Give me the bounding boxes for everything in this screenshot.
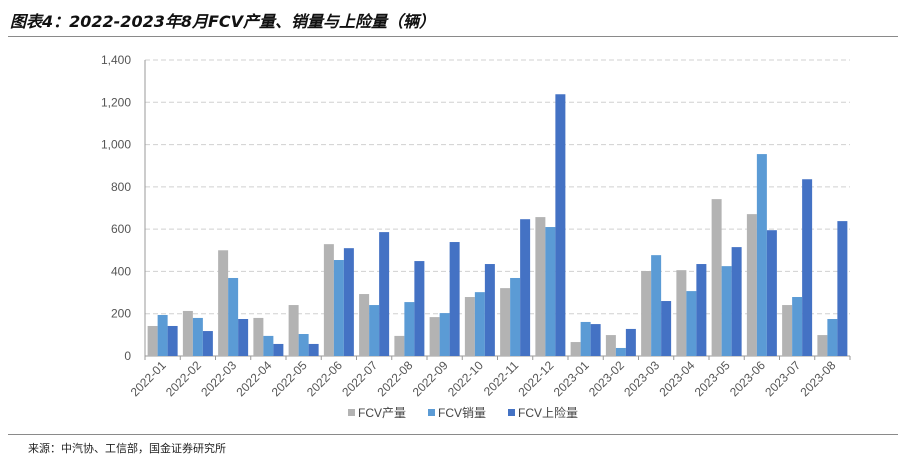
x-tick-label: 2022-08 [374,358,415,399]
bar-FCV产量-2022-06 [323,244,334,356]
x-tick-label: 2022-02 [163,358,204,399]
x-tick-label: 2022-04 [233,358,274,399]
bar-FCV销量-2023-03 [651,255,662,356]
bar-FCV产量-2023-02 [605,335,616,356]
bar-FCV上险量-2023-04 [696,264,707,356]
title-divider [8,36,898,37]
x-tick-label: 2022-06 [304,358,345,399]
x-tick-label: 2022-01 [128,358,169,399]
bar-FCV上险量-2022-11 [520,219,531,356]
bar-FCV销量-2022-04 [263,335,274,356]
x-tick-label: 2023-01 [551,358,592,399]
bar-FCV上险量-2023-05 [731,247,742,356]
bar-FCV销量-2022-03 [228,277,239,356]
bar-FCV上险量-2022-07 [379,232,390,356]
bar-FCV上险量-2023-07 [802,179,813,356]
bar-FCV产量-2022-04 [253,317,264,356]
bar-FCV销量-2022-02 [192,317,203,356]
bar-FCV上险量-2022-12 [555,94,566,356]
bar-FCV销量-2022-06 [333,260,344,356]
bar-FCV产量-2023-08 [817,335,828,356]
x-tick-label: 2022-09 [410,358,451,399]
bar-FCV产量-2022-02 [182,310,193,356]
x-tick-label: 2023-08 [797,358,838,399]
x-tick-label: 2022-10 [445,358,486,399]
bar-FCV产量-2022-09 [429,317,440,356]
y-tick-label: 400 [111,264,131,278]
legend-label: FCV销量 [438,406,486,420]
bar-FCV上险量-2022-02 [202,331,213,356]
bar-FCV产量-2022-05 [288,305,299,356]
legend-swatch [348,409,355,416]
bar-FCV产量-2022-08 [394,335,405,356]
legend-swatch [428,409,435,416]
bar-FCV销量-2023-02 [615,347,626,356]
bar-FCV上险量-2022-08 [414,261,425,356]
bar-FCV销量-2022-12 [545,227,556,356]
chart-title: 图表4：2022-2023年8月FCV产量、销量与上险量（辆） [10,12,436,31]
source-note: 来源：中汽协、工信部，国金证券研究所 [28,442,226,455]
x-tick-label: 2022-07 [339,358,380,399]
bar-FCV上险量-2023-08 [837,221,848,356]
y-tick-label: 1,000 [101,138,131,152]
y-tick-label: 800 [111,180,131,194]
bar-FCV销量-2022-10 [474,292,485,356]
source-divider [8,434,898,435]
bar-FCV销量-2022-11 [510,277,521,356]
bar-FCV销量-2023-05 [721,266,732,356]
y-tick-label: 1,200 [101,95,131,109]
bar-FCV产量-2022-11 [500,288,511,356]
bar-FCV产量-2023-05 [711,199,722,356]
legend-label: FCV产量 [358,406,406,420]
bar-FCV上险量-2023-01 [590,324,601,356]
bar-FCV销量-2022-07 [369,305,380,356]
bar-FCV上险量-2022-06 [343,248,354,356]
bar-FCV产量-2023-07 [782,305,793,356]
bar-FCV上险量-2022-04 [273,343,284,356]
legend-label: FCV上险量 [518,405,578,420]
bar-FCV产量-2022-10 [464,297,475,356]
bar-FCV上险量-2023-02 [625,328,636,356]
bar-FCV销量-2023-06 [756,154,767,356]
y-tick-label: 0 [124,349,131,363]
y-tick-label: 600 [111,222,131,236]
bar-FCV销量-2023-07 [792,297,803,356]
x-tick-label: 2023-02 [586,358,627,399]
bar-FCV销量-2022-05 [298,334,309,356]
y-tick-label: 200 [111,307,131,321]
x-tick-label: 2022-12 [515,358,556,399]
x-tick-label: 2022-11 [481,358,522,399]
bar-FCV销量-2022-09 [439,313,450,356]
y-tick-label: 1,400 [101,53,131,67]
x-tick-label: 2023-04 [656,358,697,399]
bar-FCV上险量-2023-03 [661,301,672,356]
bar-FCV上险量-2022-03 [238,319,249,356]
bar-FCV上险量-2022-01 [167,325,178,356]
x-tick-label: 2023-06 [727,358,768,399]
bar-FCV产量-2022-01 [147,325,158,356]
bar-FCV销量-2023-08 [827,319,838,356]
legend-swatch [508,409,515,416]
bar-FCV产量-2023-03 [641,271,652,356]
bar-FCV产量-2022-03 [218,250,229,356]
x-tick-label: 2023-03 [621,358,662,399]
bar-FCV上险量-2022-09 [449,242,460,356]
bar-FCV上险量-2022-05 [308,343,319,356]
bar-FCV产量-2023-01 [570,342,581,356]
bar-FCV销量-2023-04 [686,291,697,356]
x-tick-label: 2022-03 [198,358,239,399]
x-tick-label: 2023-07 [762,358,803,399]
x-tick-label: 2023-05 [692,358,733,399]
x-tick-label: 2022-05 [269,358,310,399]
bar-FCV产量-2022-07 [359,294,370,356]
bar-FCV销量-2023-01 [580,321,591,356]
bar-FCV产量-2022-12 [535,217,546,356]
bar-FCV上险量-2022-10 [484,264,495,356]
bar-FCV上险量-2023-06 [766,230,777,356]
bar-FCV销量-2022-01 [157,314,168,356]
bar-FCV产量-2023-04 [676,270,687,356]
bar-FCV销量-2022-08 [404,302,415,356]
bar-FCV产量-2023-06 [746,214,757,356]
